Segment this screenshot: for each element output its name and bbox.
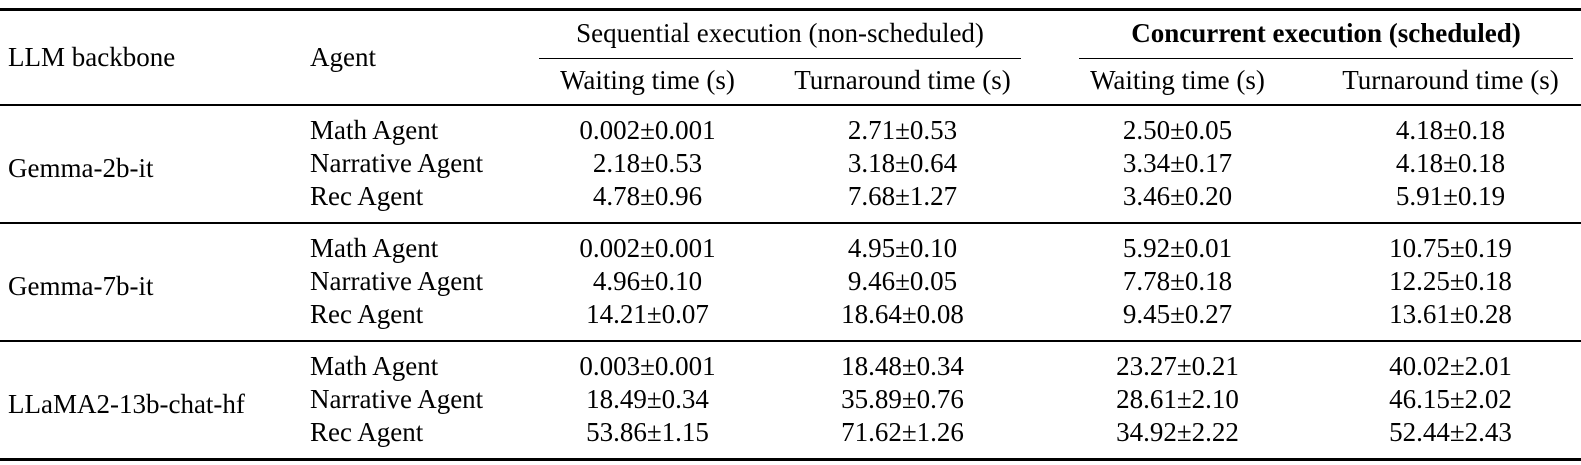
seq-turnaround-cell: 18.64±0.08 — [841, 299, 964, 329]
column-header-seq-turnaround: Turnaround time (s) — [794, 65, 1011, 95]
conc-turnaround-cell: 13.61±0.28 — [1389, 299, 1512, 329]
conc-turnaround-cell: 10.75±0.19 — [1320, 222, 1581, 265]
column-header-llm-backbone: LLM backbone — [8, 42, 176, 72]
seq-waiting-cell: 53.86±1.15 — [586, 417, 709, 447]
conc-waiting-cell: 28.61±2.10 — [1116, 384, 1239, 414]
conc-waiting-cell: 3.46±0.20 — [1122, 181, 1233, 211]
seq-waiting-cell: 0.003±0.001 — [525, 340, 770, 383]
llm-backbone-cell: Gemma-2b-it — [0, 104, 300, 223]
conc-turnaround-cell: 12.25±0.18 — [1389, 266, 1512, 296]
agent-cell: Math Agent — [300, 222, 525, 265]
table-row: Narrative Agent 2.18±0.53 3.18±0.64 3.34±0.… — [0, 147, 1581, 180]
conc-waiting-cell: 9.45±0.27 — [1122, 299, 1233, 329]
group-header-sequential: Sequential execution (non-scheduled) — [525, 10, 1035, 59]
agent-cell: Math Agent — [300, 340, 525, 383]
conc-turnaround-cell: 4.18±0.18 — [1320, 104, 1581, 147]
column-header-agent: Agent — [310, 42, 376, 72]
header-row-metrics: Waiting time (s) Turnaround time (s) Wai… — [0, 59, 1581, 105]
llm-backbone-cell: Gemma-7b-it — [0, 222, 300, 341]
conc-turnaround-cell: 52.44±2.43 — [1389, 417, 1512, 447]
seq-turnaround-cell: 7.68±1.27 — [847, 181, 958, 211]
column-header-conc-waiting: Waiting time (s) — [1090, 65, 1265, 95]
seq-turnaround-cell: 4.95±0.10 — [770, 222, 1035, 265]
conc-waiting-cell: 3.34±0.17 — [1122, 148, 1233, 178]
results-table: LLM backbone Agent Sequential execution … — [0, 8, 1581, 461]
conc-turnaround-cell: 40.02±2.01 — [1320, 340, 1581, 383]
group-header-concurrent-label: Concurrent execution (scheduled) — [1079, 11, 1574, 59]
conc-waiting-cell: 2.50±0.05 — [1035, 104, 1320, 147]
seq-waiting-cell: 0.002±0.001 — [525, 104, 770, 147]
agent-cell: Rec Agent — [310, 417, 424, 447]
seq-turnaround-cell: 18.48±0.34 — [770, 340, 1035, 383]
column-header-seq-waiting: Waiting time (s) — [560, 65, 735, 95]
group-header-sequential-label: Sequential execution (non-scheduled) — [539, 11, 1021, 59]
agent-cell: Rec Agent — [310, 181, 424, 211]
agent-cell: Rec Agent — [310, 299, 424, 329]
seq-turnaround-cell: 9.46±0.05 — [847, 266, 958, 296]
conc-waiting-cell: 34.92±2.22 — [1116, 417, 1239, 447]
table-row: Gemma-2b-it Math Agent 0.002±0.001 2.71±0.5… — [0, 104, 1581, 223]
agent-cell: Narrative Agent — [310, 266, 484, 296]
table-row: Rec Agent 53.86±1.15 71.62±1.26 34.92±2.22 5… — [0, 416, 1581, 460]
conc-waiting-cell: 5.92±0.01 — [1035, 222, 1320, 265]
table-header: LLM backbone Agent Sequential execution … — [0, 10, 1581, 106]
table-row: Rec Agent 4.78±0.96 7.68±1.27 3.46±0.20 5.91… — [0, 180, 1581, 223]
table-row: Gemma-7b-it Math Agent 0.002±0.001 4.95±0.1… — [0, 222, 1581, 341]
table-body: Gemma-2b-it Math Agent 0.002±0.001 2.71±0.5… — [0, 104, 1581, 460]
seq-waiting-cell: 4.96±0.10 — [592, 266, 703, 296]
seq-turnaround-cell: 35.89±0.76 — [841, 384, 964, 414]
conc-turnaround-cell: 5.91±0.19 — [1395, 181, 1506, 211]
conc-waiting-cell: 7.78±0.18 — [1122, 266, 1233, 296]
column-header-conc-turnaround: Turnaround time (s) — [1342, 65, 1559, 95]
agent-cell: Narrative Agent — [310, 384, 484, 414]
agent-cell: Narrative Agent — [310, 148, 484, 178]
seq-waiting-cell: 4.78±0.96 — [592, 181, 703, 211]
seq-waiting-cell: 0.002±0.001 — [525, 222, 770, 265]
llm-backbone-cell: LLaMA2-13b-chat-hf — [0, 340, 300, 460]
agent-cell: Math Agent — [300, 104, 525, 147]
seq-waiting-cell: 14.21±0.07 — [586, 299, 709, 329]
conc-turnaround-cell: 4.18±0.18 — [1395, 148, 1506, 178]
table-row: Rec Agent 14.21±0.07 18.64±0.08 9.45±0.27 13… — [0, 298, 1581, 341]
seq-turnaround-cell: 3.18±0.64 — [847, 148, 958, 178]
table-row: LLaMA2-13b-chat-hf Math Agent 0.003±0.001 1… — [0, 340, 1581, 460]
header-row-groups: LLM backbone Agent Sequential execution … — [0, 10, 1581, 72]
table-row: Narrative Agent 18.49±0.34 35.89±0.76 28.61… — [0, 383, 1581, 416]
group-header-concurrent: Concurrent execution (scheduled) — [1035, 10, 1581, 59]
seq-turnaround-cell: 71.62±1.26 — [841, 417, 964, 447]
seq-waiting-cell: 2.18±0.53 — [592, 148, 703, 178]
seq-waiting-cell: 18.49±0.34 — [586, 384, 709, 414]
seq-turnaround-cell: 2.71±0.53 — [770, 104, 1035, 147]
conc-waiting-cell: 23.27±0.21 — [1035, 340, 1320, 383]
table-row: Narrative Agent 4.96±0.10 9.46±0.05 7.78±0.… — [0, 265, 1581, 298]
conc-turnaround-cell: 46.15±2.02 — [1389, 384, 1512, 414]
